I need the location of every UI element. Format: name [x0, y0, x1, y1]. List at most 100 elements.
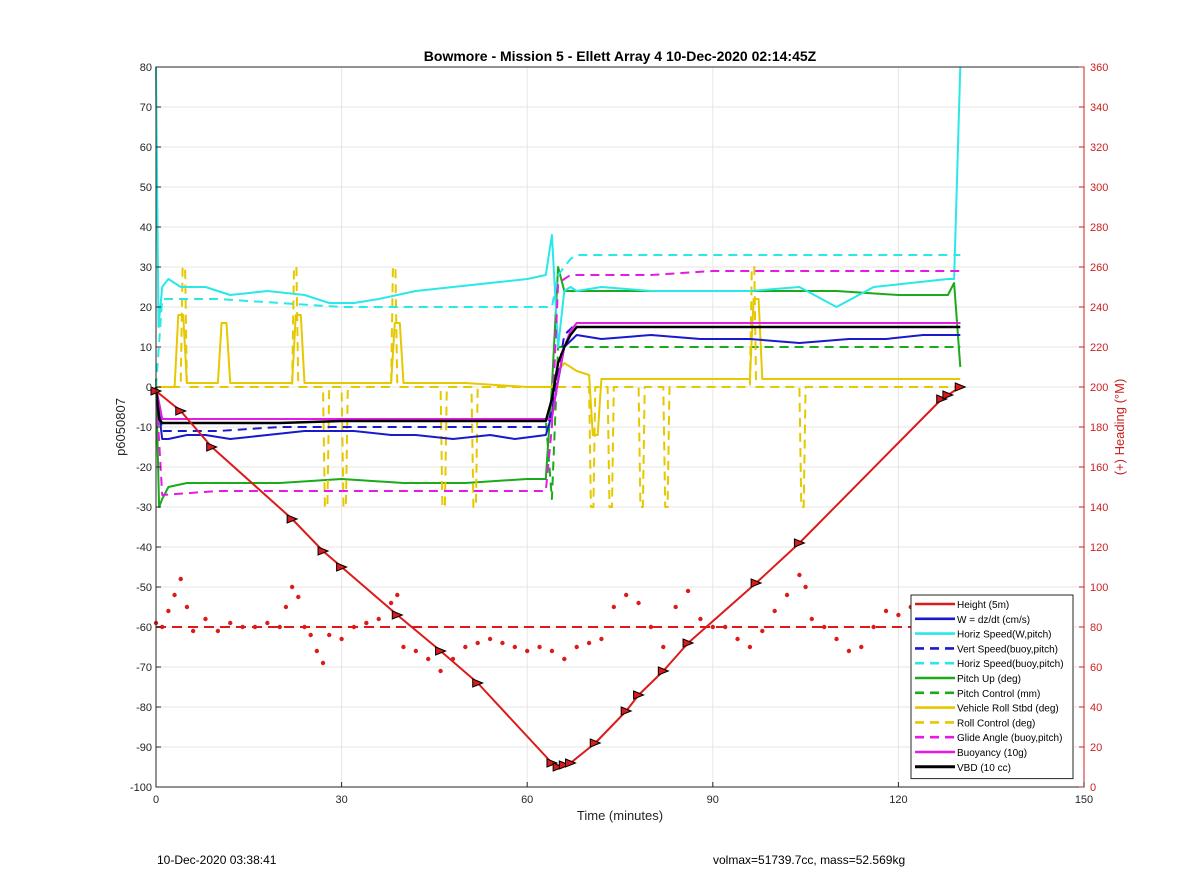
right-y-axis-label: (+) Heading (°M): [1112, 379, 1127, 476]
heading-point: [537, 644, 542, 650]
left-tick-label: 0: [146, 382, 152, 394]
left-tick-label: 80: [140, 62, 152, 74]
right-tick-label: 100: [1090, 582, 1108, 594]
legend-label: Horiz Speed(buoy,pitch): [957, 659, 1064, 670]
legend-label: Roll Control (deg): [957, 718, 1035, 729]
heading-point: [722, 624, 728, 630]
right-tick-label: 0: [1090, 782, 1096, 794]
heading-point: [834, 636, 839, 642]
right-tick-label: 40: [1090, 702, 1102, 714]
height-marker: [336, 562, 348, 572]
series-layer: [154, 66, 962, 768]
heading-point: [296, 594, 301, 600]
heading-point: [636, 600, 641, 606]
mission-chart: -100-90-80-70-60-50-40-30-20-10010203040…: [113, 48, 1127, 823]
height-marker: [391, 610, 404, 620]
heading-point: [648, 624, 654, 630]
heading-point: [685, 588, 691, 594]
bottom-tick-label: 90: [707, 794, 719, 806]
heading-point: [401, 644, 406, 650]
heading-point: [308, 632, 313, 638]
left-tick-label: 60: [140, 142, 152, 154]
left-tick-label: -10: [136, 422, 152, 434]
legend-label: VBD (10 cc): [957, 763, 1011, 774]
height-marker: [286, 514, 299, 524]
heading-point: [351, 624, 357, 630]
left-tick-label: -90: [136, 742, 152, 754]
height-marker: [552, 762, 565, 772]
left-y-axis-label: p6050807: [113, 398, 128, 456]
right-axis: 0 20 40 60 80 100 120 140 160 180 200 220 240 260 280 3…: [1079, 62, 1108, 794]
bottom-tick-label: 0: [153, 794, 159, 806]
heading-point: [809, 616, 814, 622]
height-marker: [936, 394, 949, 404]
heading-point: [395, 592, 400, 598]
heading-point: [673, 604, 678, 610]
heading-point: [500, 640, 505, 646]
height-marker: [657, 666, 670, 676]
right-tick-label: 160: [1090, 462, 1108, 474]
heading-point: [487, 636, 493, 642]
left-tick-label: 10: [140, 342, 152, 354]
heading-point: [475, 640, 480, 646]
height-marker: [472, 678, 485, 688]
heading-point: [574, 644, 579, 650]
heading-point: [512, 644, 518, 650]
right-tick-label: 320: [1090, 142, 1108, 154]
bottom-tick-label: 60: [521, 794, 533, 806]
heading-point: [586, 640, 592, 646]
heading-point: [277, 624, 282, 630]
heading-point: [265, 620, 270, 626]
heading-point: [883, 608, 889, 614]
footer-timestamp: 10-Dec-2020 03:38:41: [157, 853, 277, 867]
heading-point: [228, 620, 233, 626]
heading-point: [240, 624, 245, 630]
series-line-11: [154, 325, 961, 425]
legend-label: Height (5m): [957, 600, 1009, 611]
legend-label: W = dz/dt (cm/s): [957, 615, 1030, 626]
heading-point: [314, 648, 320, 654]
height-marker: [793, 538, 806, 548]
height-marker: [546, 758, 559, 768]
right-tick-label: 360: [1090, 62, 1108, 74]
heading-point: [599, 636, 604, 642]
heading-point: [388, 600, 394, 606]
heading-point: [327, 632, 332, 638]
series-line-9: [155, 270, 961, 496]
height-marker: [620, 706, 633, 716]
heading-point: [364, 620, 369, 626]
heading-point: [661, 644, 666, 650]
right-tick-label: 120: [1090, 542, 1108, 554]
right-tick-label: 200: [1090, 382, 1108, 394]
heading-point: [784, 592, 790, 598]
height-marker: [435, 646, 447, 656]
legend: Height (5m) W = dz/dt (cm/s) Horiz Speed(W…: [910, 594, 1074, 780]
left-tick-label: 40: [140, 222, 152, 234]
heading-point: [735, 636, 740, 642]
heading-point: [562, 656, 567, 662]
heading-point: [846, 648, 852, 654]
bottom-tick-label: 30: [335, 794, 347, 806]
heading-point: [289, 584, 295, 590]
legend-label: Pitch Up (deg): [957, 674, 1021, 685]
series-line-4: [155, 254, 961, 388]
heading-point: [623, 592, 629, 598]
heading-point: [320, 660, 326, 666]
heading-point: [747, 644, 753, 650]
heading-point: [302, 624, 307, 630]
heading-point: [463, 644, 468, 650]
chart-title: Bowmore - Mission 5 - Ellett Array 4 10-…: [424, 48, 817, 64]
heading-point: [797, 572, 802, 578]
height-marker: [565, 758, 577, 768]
series-line-8: [156, 266, 961, 508]
heading-point: [252, 624, 258, 630]
heading-point: [821, 624, 827, 630]
height-marker: [558, 760, 571, 770]
bottom-axis: 0 30 60 90 120 150: [153, 782, 1093, 806]
legend-label: Pitch Control (mm): [957, 689, 1040, 700]
right-tick-label: 20: [1090, 742, 1102, 754]
left-tick-label: -70: [136, 662, 152, 674]
left-tick-label: -50: [136, 582, 152, 594]
heading-point: [166, 608, 171, 614]
legend-box: [910, 594, 1074, 780]
